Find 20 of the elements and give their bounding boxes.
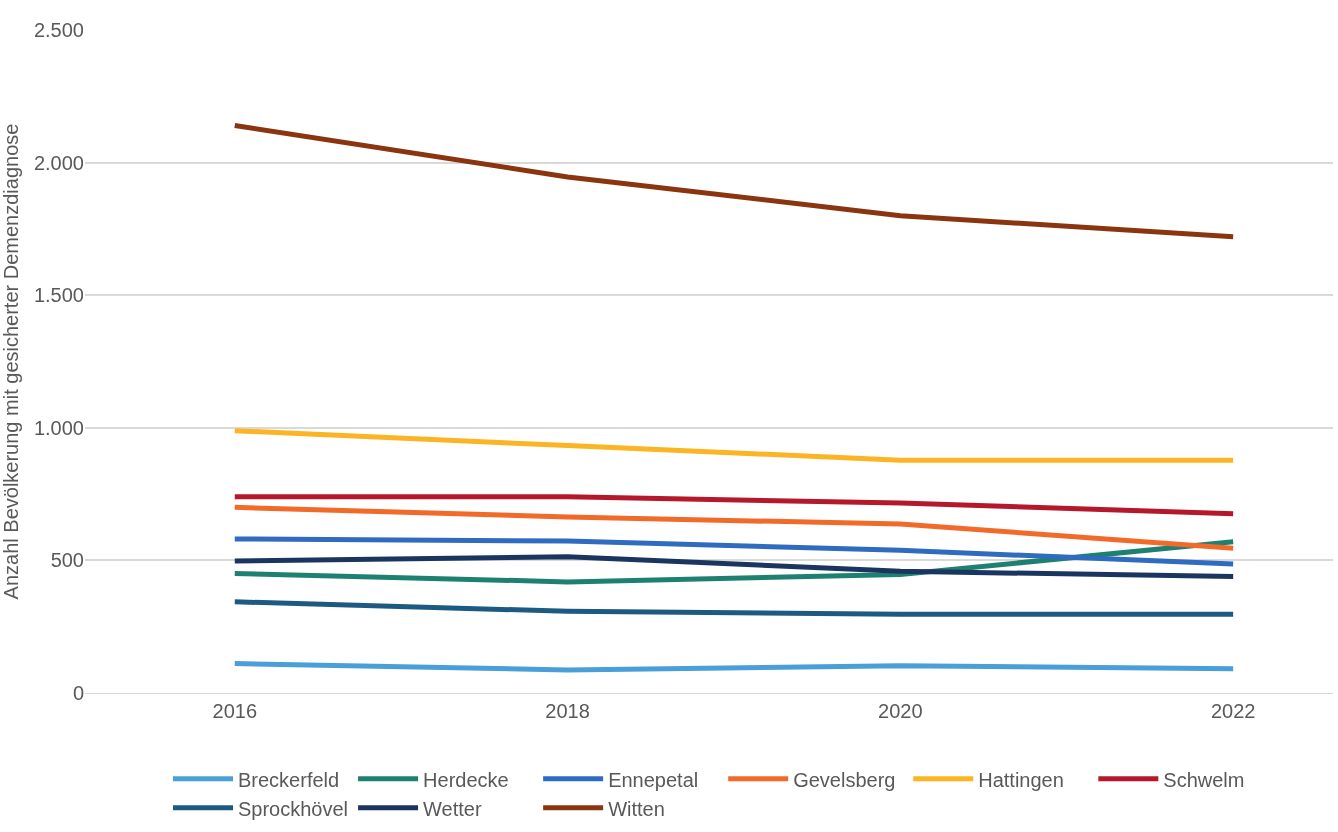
y-tick-label: 500 bbox=[50, 549, 84, 572]
legend-label: Sprockhövel bbox=[238, 797, 349, 820]
legend-label: Breckerfeld bbox=[238, 768, 340, 791]
x-tick-label: 2018 bbox=[545, 700, 590, 722]
legend-label: Schwelm bbox=[1163, 768, 1245, 791]
legend-label: Herdecke bbox=[423, 768, 509, 791]
y-axis-title: Anzahl Bevölkerung mit gesicherter Demenzdiagnose bbox=[0, 123, 22, 600]
x-tick-label: 2020 bbox=[878, 700, 923, 722]
legend-label: Ennepetal bbox=[608, 768, 699, 791]
y-tick-label: 1.500 bbox=[33, 284, 84, 307]
legend-label: Wetter bbox=[423, 797, 482, 820]
y-tick-label: 2.500 bbox=[33, 19, 84, 41]
x-tick-label: 2016 bbox=[212, 700, 258, 722]
y-tick-label: 1.000 bbox=[33, 416, 84, 439]
legend-label: Hattingen bbox=[978, 768, 1064, 791]
y-tick-label: 2.000 bbox=[33, 151, 84, 174]
x-tick-label: 2022 bbox=[1210, 700, 1256, 722]
y-tick-label: 0 bbox=[72, 682, 84, 704]
legend-label: Witten bbox=[608, 797, 665, 820]
legend-label: Gevelsberg bbox=[793, 768, 896, 791]
